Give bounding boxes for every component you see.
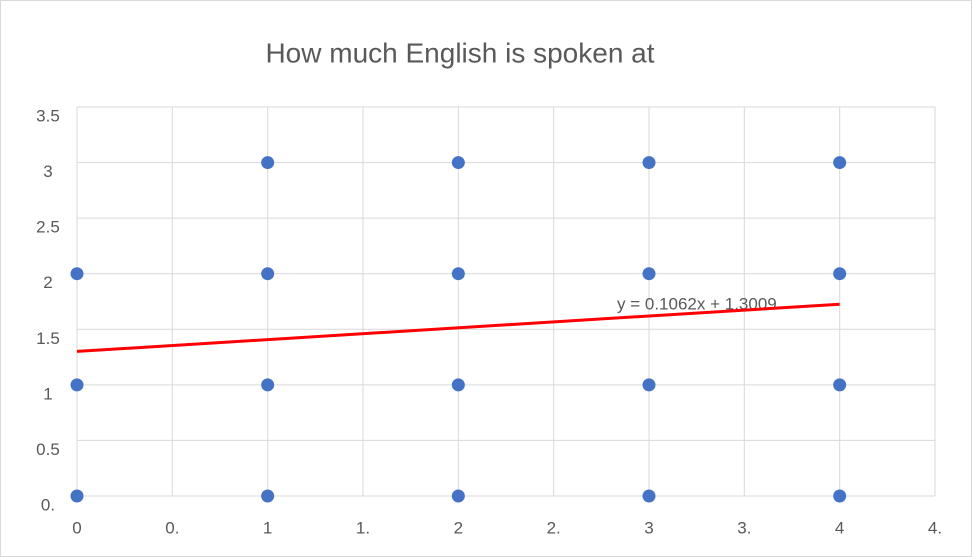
- x-tick-label: 1.: [356, 518, 370, 537]
- data-point: [833, 267, 847, 281]
- trendline: [76, 302, 840, 353]
- data-point: [833, 156, 847, 170]
- y-tick-label: 1.5: [36, 329, 60, 348]
- y-tick-label: 2: [43, 273, 52, 292]
- x-tick-label: 0: [72, 518, 81, 537]
- y-tick-label: 0.5: [36, 440, 60, 459]
- x-tick-label: 2: [454, 518, 463, 537]
- data-point: [833, 489, 847, 503]
- x-tick-label: 4.: [928, 518, 942, 537]
- data-point: [70, 378, 84, 392]
- x-tick-label: 0.: [165, 518, 179, 537]
- data-point: [451, 378, 465, 392]
- x-tick-label: 3.: [737, 518, 751, 537]
- data-point: [451, 489, 465, 503]
- y-tick-label: 3: [43, 162, 52, 181]
- data-point: [451, 156, 465, 170]
- data-point: [642, 156, 656, 170]
- y-tick-label: 0.: [41, 495, 55, 514]
- data-point: [261, 267, 275, 281]
- data-point: [261, 378, 275, 392]
- y-tick-label: 2.5: [36, 218, 60, 237]
- x-tick-label: 2.: [547, 518, 561, 537]
- y-tick-label: 1: [43, 384, 52, 403]
- data-point: [261, 156, 275, 170]
- chart-title: How much English is spoken at: [265, 37, 654, 68]
- y-tick-label: 3.5: [36, 106, 60, 125]
- data-point: [451, 267, 465, 281]
- data-point: [642, 378, 656, 392]
- x-tick-label: 4: [835, 518, 844, 537]
- x-tick-label: 3: [644, 518, 653, 537]
- data-point: [261, 489, 275, 503]
- data-point: [642, 267, 656, 281]
- data-point: [833, 378, 847, 392]
- x-tick-label: 1: [263, 518, 272, 537]
- data-point: [70, 267, 84, 281]
- data-point: [642, 489, 656, 503]
- data-point: [70, 489, 84, 503]
- trendline-label: y = 0.1062x + 1.3009: [617, 294, 777, 313]
